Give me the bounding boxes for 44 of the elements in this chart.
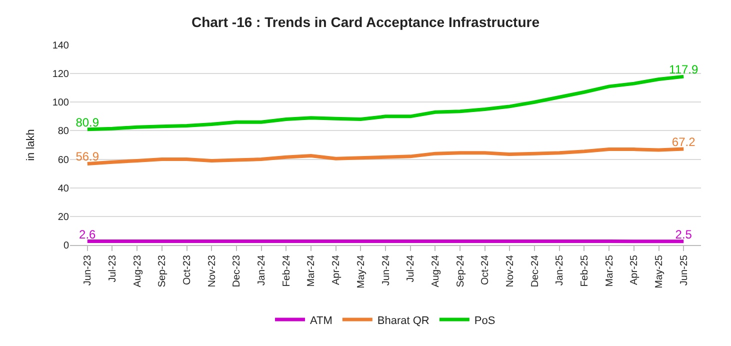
x-tick-label: May-24 (356, 254, 367, 288)
x-tick-label: Feb-24 (281, 254, 292, 287)
x-tick-label: Sep-23 (157, 254, 168, 288)
x-tick-label: Jun-24 (380, 254, 392, 286)
x-tick-label: Jul-24 (406, 254, 417, 282)
legend-label: ATM (310, 314, 332, 327)
x-tick-label: Nov-23 (206, 254, 218, 288)
x-tick-label: Aug-24 (430, 254, 442, 288)
chart-title: Chart -16 : Trends in Card Acceptance Infrastructure (191, 14, 540, 30)
y-tick-label: 0 (63, 240, 70, 252)
y-tick-label: 20 (58, 212, 70, 223)
x-tick-label: Jan-25 (554, 254, 566, 286)
x-tick-label: Sep-24 (455, 254, 466, 288)
x-tick-label: Feb-25 (579, 254, 590, 287)
y-tick-label: 60 (58, 154, 70, 166)
x-tick-label: Aug-23 (132, 254, 144, 288)
x-tick-label: Dec-23 (232, 254, 243, 288)
data-label: 67.2 (672, 135, 696, 149)
legend-label: PoS (474, 314, 496, 327)
y-tick-label: 120 (52, 69, 70, 80)
data-label: 117.9 (669, 62, 699, 77)
y-tick-label: 140 (52, 40, 70, 52)
x-tick-label: Jun-23 (82, 254, 94, 286)
x-tick-label: Nov-24 (504, 254, 516, 288)
x-tick-label: Dec-24 (530, 254, 541, 288)
data-label: 56.9 (76, 150, 100, 164)
x-tick-label: May-25 (654, 254, 666, 288)
x-tick-label: Oct-23 (182, 254, 194, 286)
data-label: 80.9 (76, 115, 100, 130)
y-tick-label: 100 (52, 98, 70, 109)
x-tick-label: Apr-25 (629, 254, 640, 286)
x-tick-label: Jul-23 (107, 254, 118, 282)
x-tick-label: Mar-24 (306, 254, 318, 287)
legend-label: Bharat QR (377, 314, 430, 327)
data-label: 2.5 (675, 227, 692, 242)
y-tick-label: 40 (58, 183, 70, 194)
x-tick-label: Mar-25 (604, 254, 616, 287)
y-axis-title: in lakh (24, 129, 37, 161)
data-label: 2.6 (79, 227, 96, 242)
x-tick-label: Jun-25 (678, 254, 690, 286)
y-tick-label: 80 (58, 126, 70, 138)
x-tick-label: Apr-24 (331, 254, 342, 286)
x-tick-label: Oct-24 (480, 254, 492, 286)
x-tick-label: Jan-24 (256, 254, 268, 286)
